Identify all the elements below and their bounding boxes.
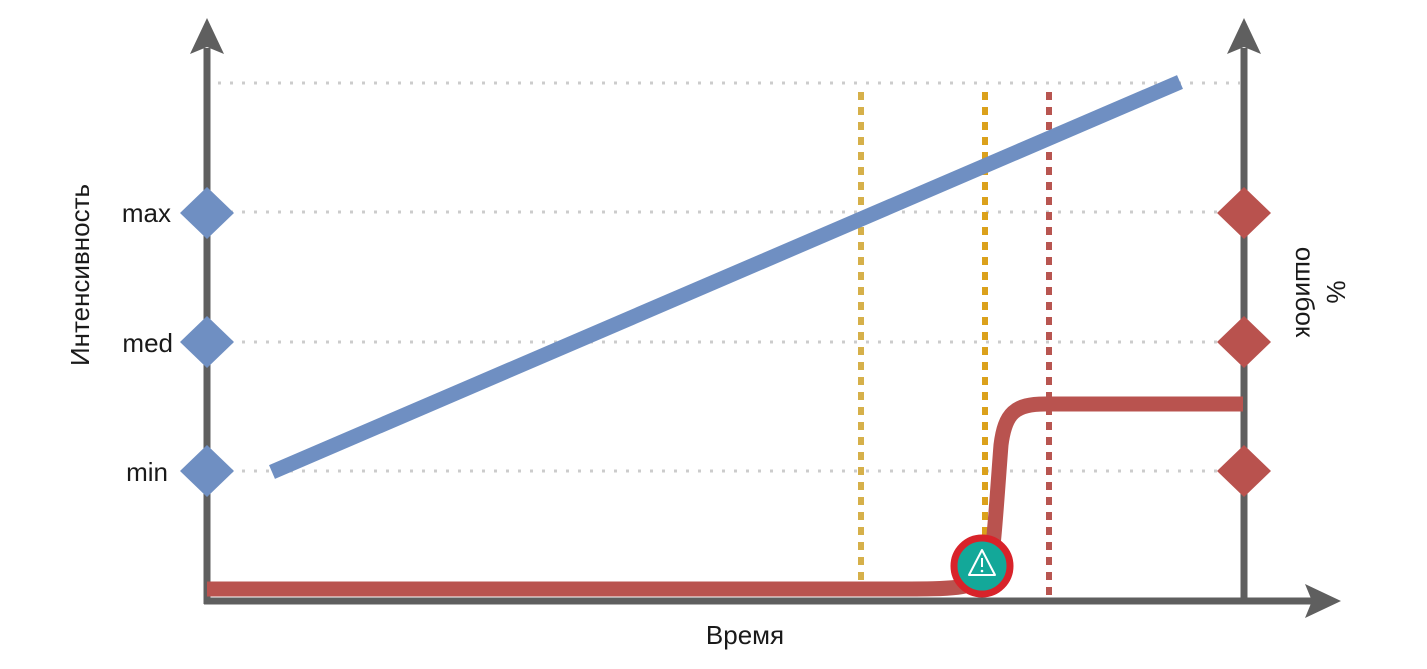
- right-marker-mid: [1217, 316, 1271, 368]
- right-axis-label: % ошибок: [1290, 247, 1351, 338]
- right-axis-label-line-1: %: [1321, 280, 1351, 303]
- error-rate-line: [207, 396, 1243, 597]
- left-y-axis-arrow: [190, 18, 224, 54]
- intensity-line: [269, 75, 1183, 479]
- left-marker-med: [180, 316, 234, 368]
- right-marker-high: [1217, 187, 1271, 239]
- right-level-markers: [1217, 187, 1271, 497]
- left-marker-max: [180, 187, 234, 239]
- left-level-markers: [180, 187, 234, 497]
- left-marker-min: [180, 445, 234, 497]
- level-label-max: max: [122, 198, 171, 228]
- grid-lines: [218, 81, 1240, 473]
- warning-icon: [950, 534, 1014, 598]
- right-marker-low: [1217, 445, 1271, 497]
- x-axis-label: Время: [706, 620, 784, 650]
- axes: [190, 18, 1341, 618]
- level-label-med: med: [122, 328, 173, 358]
- level-label-min: min: [126, 457, 168, 487]
- right-axis-label-line-2: ошибок: [1290, 247, 1320, 338]
- x-axis-arrow: [1305, 584, 1341, 618]
- right-y-axis-arrow: [1227, 18, 1261, 54]
- left-axis-label: Интенсивность: [65, 184, 95, 366]
